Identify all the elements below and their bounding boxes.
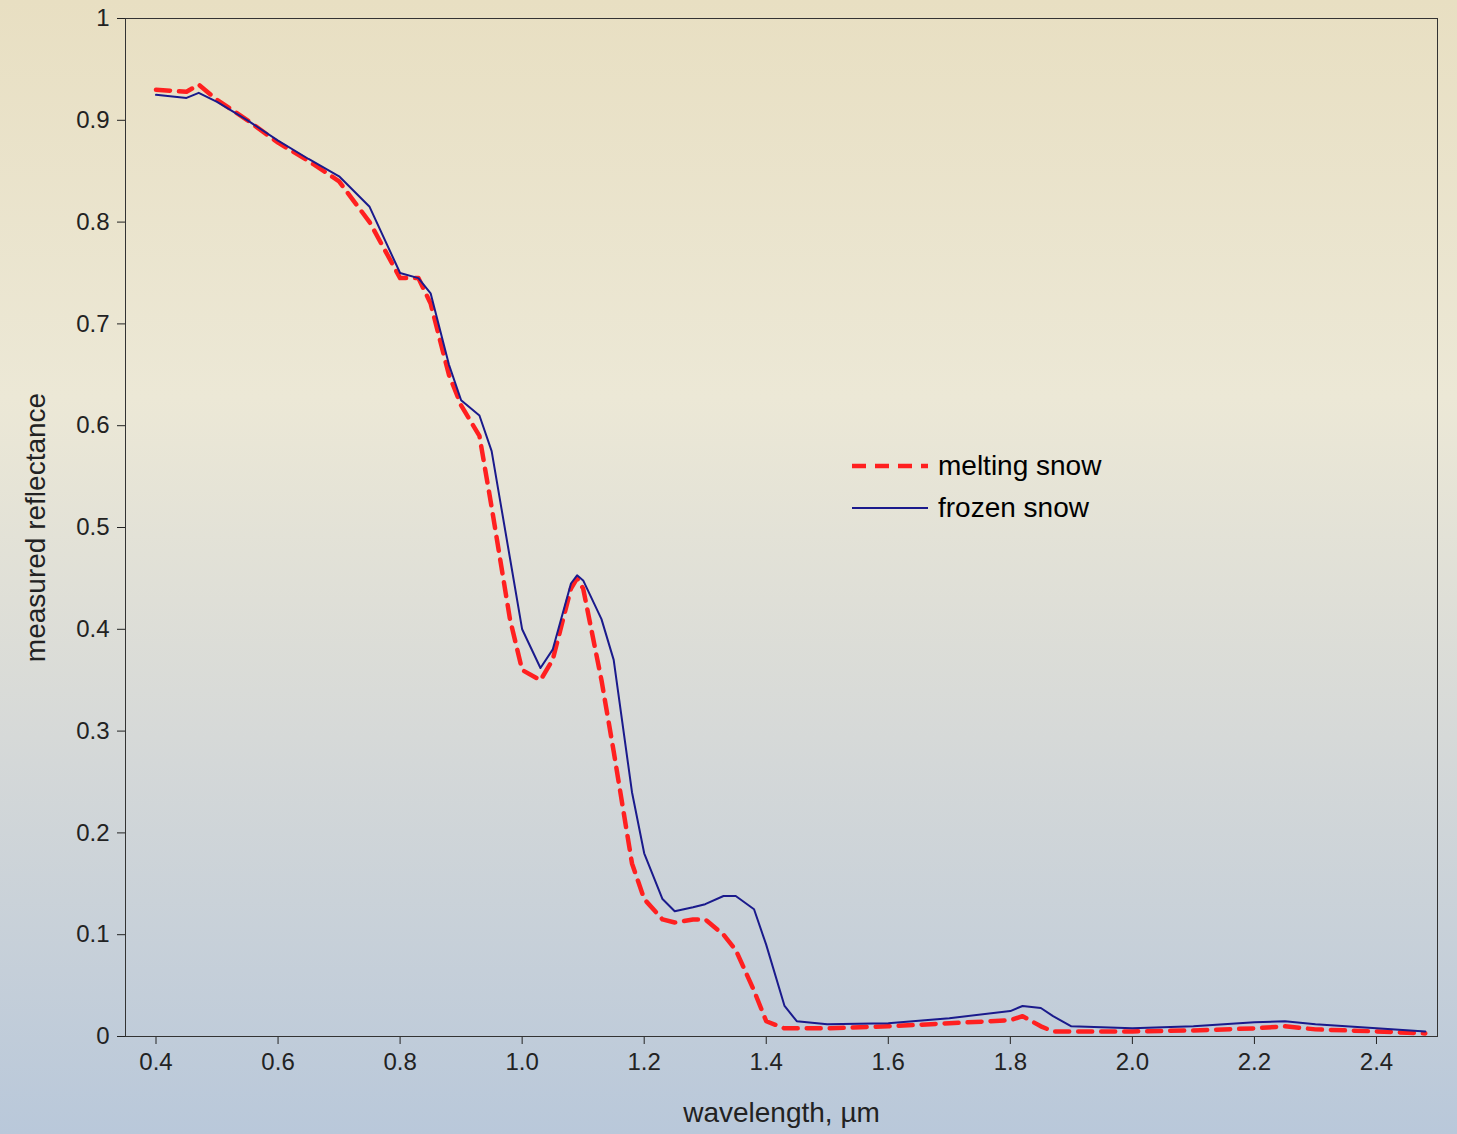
svg-text:0.2: 0.2 <box>76 819 109 846</box>
svg-text:1.4: 1.4 <box>750 1048 783 1075</box>
svg-text:0.3: 0.3 <box>76 717 109 744</box>
svg-text:0.6: 0.6 <box>76 411 109 438</box>
html-text:frozen snow: frozen snow <box>938 492 1089 523</box>
svg-text:1.6: 1.6 <box>872 1048 905 1075</box>
svg-text:0.6: 0.6 <box>261 1048 294 1075</box>
svg-text:0: 0 <box>96 1022 109 1049</box>
svg-text:0.4: 0.4 <box>139 1048 172 1075</box>
svg-text:1.2: 1.2 <box>628 1048 661 1075</box>
svg-text:0.1: 0.1 <box>76 920 109 947</box>
svg-text:2.0: 2.0 <box>1116 1048 1149 1075</box>
svg-text:0.5: 0.5 <box>76 513 109 540</box>
svg-text:2.4: 2.4 <box>1360 1048 1393 1075</box>
svg-text:0.8: 0.8 <box>76 208 109 235</box>
svg-text:1: 1 <box>96 4 109 31</box>
html-text:melting snow: melting snow <box>938 450 1102 481</box>
svg-text:0.7: 0.7 <box>76 310 109 337</box>
svg-text:0.9: 0.9 <box>76 106 109 133</box>
svg-text:2.2: 2.2 <box>1238 1048 1271 1075</box>
svg-text:1.0: 1.0 <box>505 1048 538 1075</box>
svg-text:0.8: 0.8 <box>383 1048 416 1075</box>
svg-text:0.4: 0.4 <box>76 615 109 642</box>
svg-text:wavelength, µm: wavelength, µm <box>682 1097 880 1128</box>
svg-text:1.8: 1.8 <box>994 1048 1027 1075</box>
svg-text:measured reflectance: measured reflectance <box>20 393 51 662</box>
